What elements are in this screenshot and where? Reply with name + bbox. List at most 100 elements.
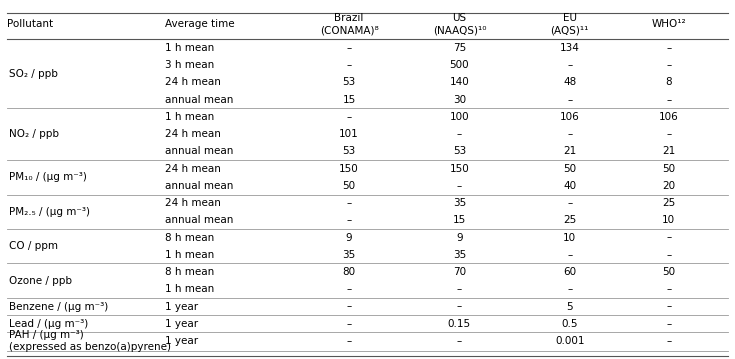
Text: 106: 106 (659, 112, 678, 122)
Text: 3 h mean: 3 h mean (165, 60, 215, 70)
Text: 21: 21 (563, 146, 576, 157)
Text: 50: 50 (343, 181, 356, 191)
Text: –: – (567, 95, 573, 105)
Text: 53: 53 (453, 146, 466, 157)
Text: 134: 134 (559, 43, 580, 53)
Text: 500: 500 (450, 60, 469, 70)
Text: –: – (346, 112, 352, 122)
Text: 8 h mean: 8 h mean (165, 267, 215, 277)
Text: –: – (666, 302, 672, 312)
Text: Benzene / (μg m⁻³): Benzene / (μg m⁻³) (9, 302, 108, 312)
Text: 1 h mean: 1 h mean (165, 112, 215, 122)
Text: –: – (567, 198, 573, 208)
Text: 24 h mean: 24 h mean (165, 129, 221, 139)
Text: –: – (666, 336, 672, 346)
Text: 75: 75 (453, 43, 466, 53)
Text: SO₂ / ppb: SO₂ / ppb (9, 69, 57, 79)
Text: –: – (666, 250, 672, 260)
Text: Brazil
(CONAMA)⁸: Brazil (CONAMA)⁸ (320, 13, 379, 36)
Text: 25: 25 (662, 198, 675, 208)
Text: –: – (567, 60, 573, 70)
Text: –: – (346, 336, 352, 346)
Text: –: – (456, 181, 462, 191)
Text: 150: 150 (340, 164, 359, 174)
Text: –: – (456, 336, 462, 346)
Text: 0.001: 0.001 (555, 336, 584, 346)
Text: 15: 15 (453, 215, 466, 225)
Text: –: – (346, 43, 352, 53)
Text: annual mean: annual mean (165, 95, 234, 105)
Text: –: – (666, 284, 672, 294)
Text: 1 h mean: 1 h mean (165, 284, 215, 294)
Text: 150: 150 (450, 164, 469, 174)
Text: 53: 53 (343, 78, 356, 88)
Text: 1 h mean: 1 h mean (165, 250, 215, 260)
Text: –: – (666, 233, 672, 243)
Text: 50: 50 (563, 164, 576, 174)
Text: –: – (346, 319, 352, 329)
Text: –: – (346, 284, 352, 294)
Text: 10: 10 (662, 215, 675, 225)
Text: WHO¹²: WHO¹² (651, 19, 686, 29)
Text: 1 year: 1 year (165, 302, 198, 312)
Text: –: – (346, 302, 352, 312)
Text: 60: 60 (563, 267, 576, 277)
Text: 25: 25 (563, 215, 576, 225)
Text: US
(NAAQS)¹⁰: US (NAAQS)¹⁰ (433, 13, 486, 36)
Text: –: – (346, 215, 352, 225)
Text: –: – (666, 95, 672, 105)
Text: 101: 101 (340, 129, 359, 139)
Text: –: – (567, 284, 573, 294)
Text: 106: 106 (560, 112, 579, 122)
Text: 100: 100 (450, 112, 469, 122)
Text: –: – (456, 129, 462, 139)
Text: Lead / (μg m⁻³): Lead / (μg m⁻³) (9, 319, 88, 329)
Text: 1 year: 1 year (165, 319, 198, 329)
Text: –: – (567, 250, 573, 260)
Text: PM₂.₅ / (μg m⁻³): PM₂.₅ / (μg m⁻³) (9, 207, 90, 217)
Text: 80: 80 (343, 267, 356, 277)
Text: 9: 9 (456, 233, 463, 243)
Text: annual mean: annual mean (165, 181, 234, 191)
Text: –: – (666, 129, 672, 139)
Text: 0.15: 0.15 (448, 319, 471, 329)
Text: 8: 8 (665, 78, 673, 88)
Text: 30: 30 (453, 95, 466, 105)
Text: annual mean: annual mean (165, 146, 234, 157)
Text: 0.5: 0.5 (562, 319, 578, 329)
Text: 24 h mean: 24 h mean (165, 78, 221, 88)
Text: 35: 35 (453, 250, 466, 260)
Text: –: – (346, 198, 352, 208)
Text: 5: 5 (566, 302, 573, 312)
Text: 21: 21 (662, 146, 675, 157)
Text: 10: 10 (563, 233, 576, 243)
Text: 24 h mean: 24 h mean (165, 164, 221, 174)
Text: PM₁₀ / (μg m⁻³): PM₁₀ / (μg m⁻³) (9, 172, 87, 182)
Text: CO / ppm: CO / ppm (9, 241, 58, 251)
Text: 70: 70 (453, 267, 466, 277)
Text: NO₂ / ppb: NO₂ / ppb (9, 129, 59, 139)
Text: 35: 35 (343, 250, 356, 260)
Text: Pollutant: Pollutant (7, 19, 54, 29)
Text: 140: 140 (450, 78, 469, 88)
Text: 1 year: 1 year (165, 336, 198, 346)
Text: 20: 20 (662, 181, 675, 191)
Text: 40: 40 (563, 181, 576, 191)
Text: –: – (456, 284, 462, 294)
Text: 15: 15 (343, 95, 356, 105)
Text: 1 h mean: 1 h mean (165, 43, 215, 53)
Text: 35: 35 (453, 198, 466, 208)
Text: –: – (567, 129, 573, 139)
Text: –: – (666, 43, 672, 53)
Text: 8 h mean: 8 h mean (165, 233, 215, 243)
Text: 48: 48 (563, 78, 576, 88)
Text: –: – (666, 60, 672, 70)
Text: EU
(AQS)¹¹: EU (AQS)¹¹ (551, 13, 589, 36)
Text: 24 h mean: 24 h mean (165, 198, 221, 208)
Text: Average time: Average time (165, 19, 235, 29)
Text: 50: 50 (662, 164, 675, 174)
Text: 53: 53 (343, 146, 356, 157)
Text: –: – (456, 302, 462, 312)
Text: PAH / (μg m⁻³)
(expressed as benzo(a)pyrene): PAH / (μg m⁻³) (expressed as benzo(a)pyr… (9, 330, 171, 352)
Text: –: – (346, 60, 352, 70)
